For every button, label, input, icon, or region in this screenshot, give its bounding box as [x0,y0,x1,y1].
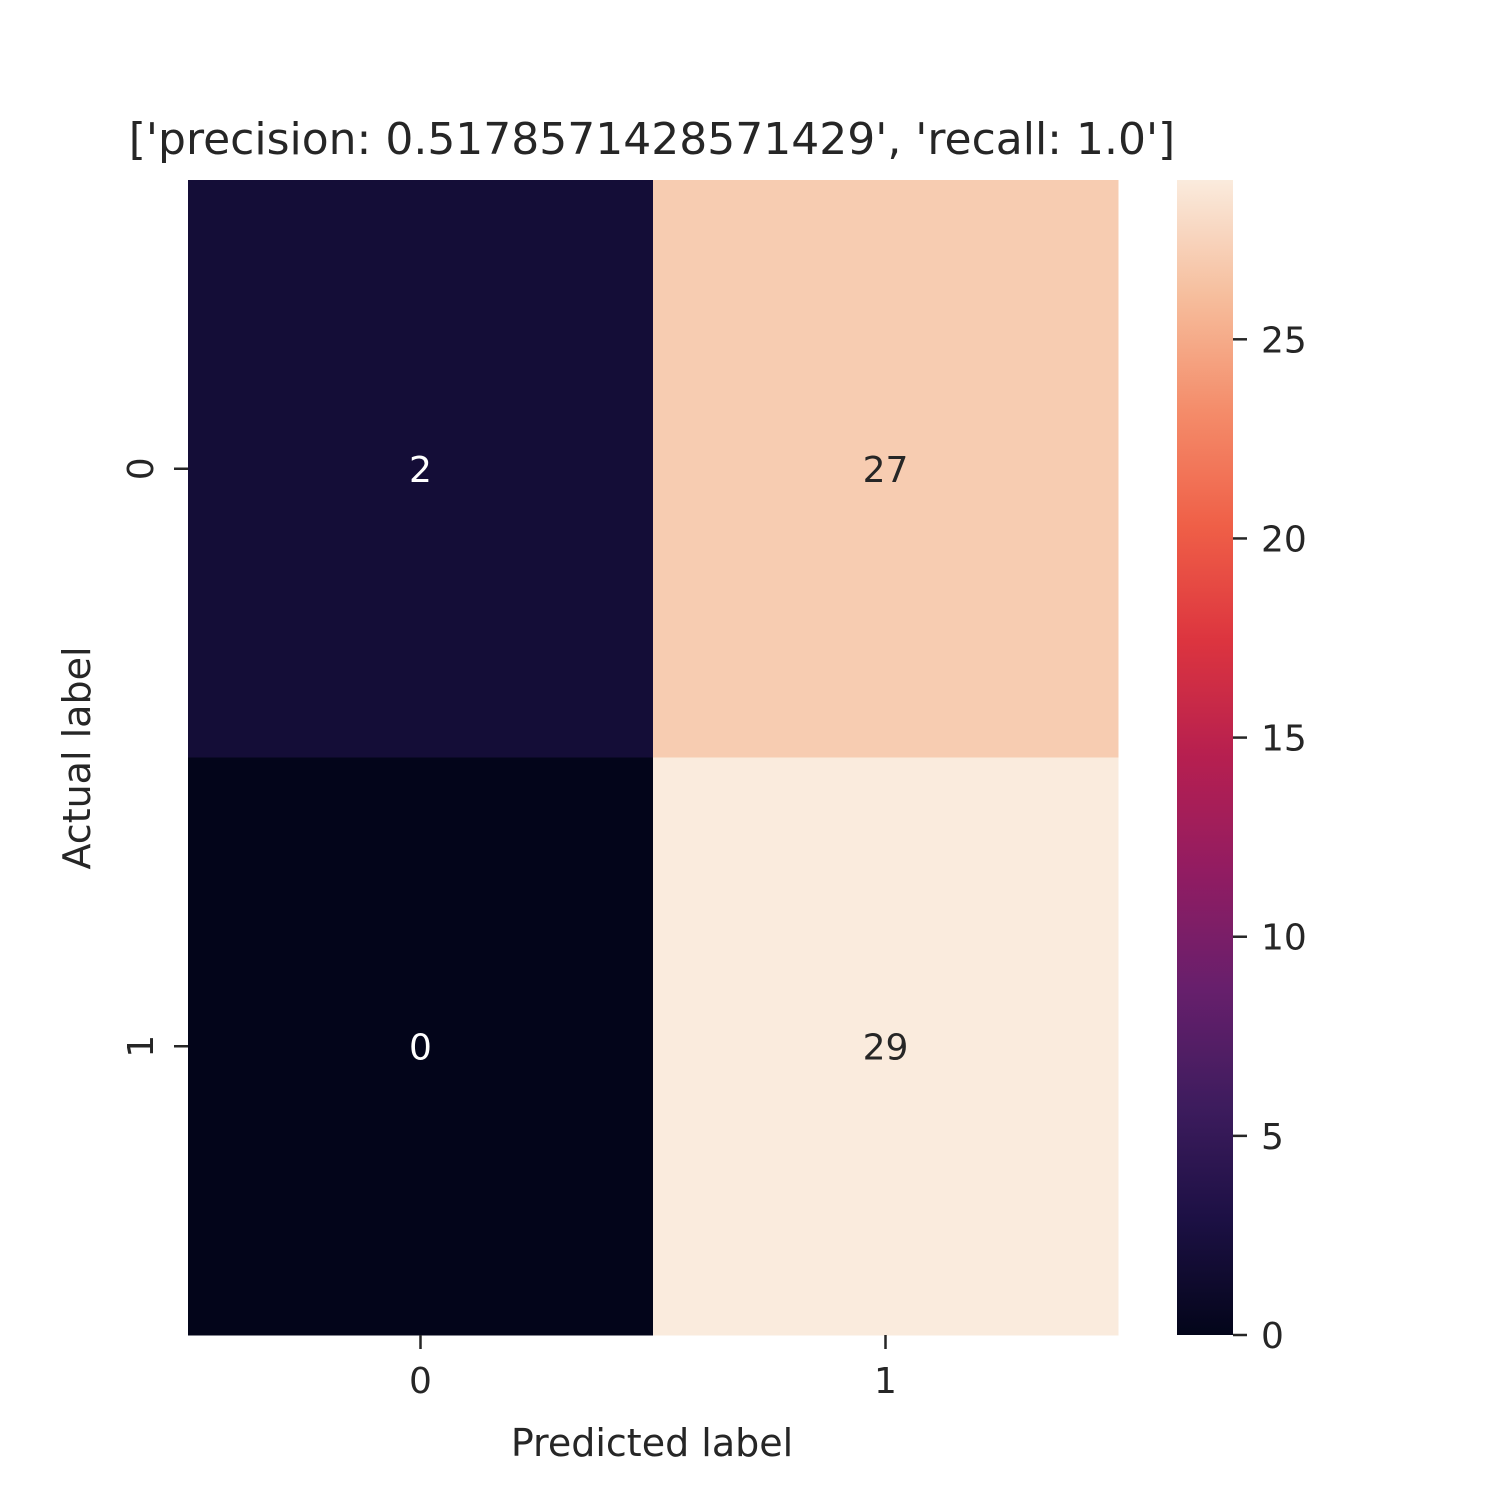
colorbar-tick-label-0: 0 [1261,1316,1284,1357]
colorbar-tick-label-1: 5 [1261,1117,1284,1158]
heatmap-cell-1-0 [188,757,654,1336]
y-tick-label-1: 1 [121,1035,162,1058]
heatmap-cell-0-1 [653,180,1119,758]
y-tick-label-0: 0 [121,457,162,480]
x-tick-label-0: 0 [409,1361,432,1402]
y-axis-label: Actual label [55,646,99,869]
cell-annotation-0-1: 27 [863,450,909,491]
colorbar-tick-label-3: 15 [1261,719,1307,760]
colorbar [1177,180,1233,1335]
cell-annotation-0-0: 2 [409,450,432,491]
x-axis-label: Predicted label [511,1421,793,1465]
heatmap-cell-1-1 [653,757,1119,1336]
colorbar-ticks: 0 5 10 15 20 25 [1233,320,1307,1357]
heatmap-cell-0-0 [188,180,654,758]
colorbar-tick-label-5: 25 [1261,320,1307,361]
heatmap-cells: 2 27 0 29 [188,180,1119,1336]
colorbar-tick-label-2: 10 [1261,918,1307,959]
x-tick-label-1: 1 [874,1361,897,1402]
cell-annotation-1-0: 0 [409,1027,432,1068]
cell-annotation-1-1: 29 [863,1027,909,1068]
chart-title: ['precision: 0.5178571428571429', 'recal… [129,114,1175,165]
y-axis-ticks: 01 [121,457,188,1058]
colorbar-tick-label-4: 20 [1261,519,1307,560]
